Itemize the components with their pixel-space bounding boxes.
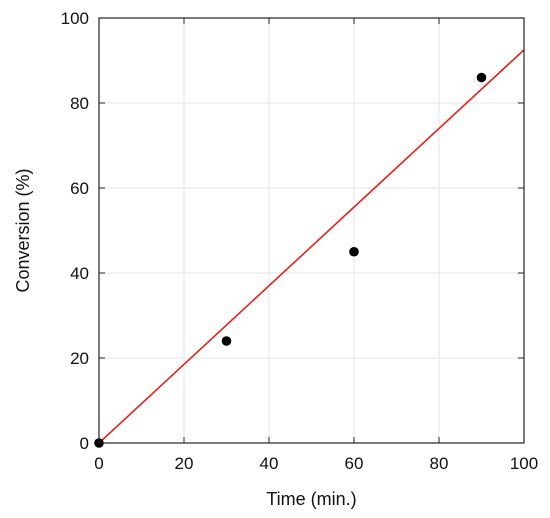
x-tick-label: 100 xyxy=(510,454,538,473)
data-point xyxy=(476,72,487,83)
y-tick-label: 60 xyxy=(70,179,89,198)
x-tick-label: 20 xyxy=(175,454,194,473)
fit-line xyxy=(98,49,525,444)
y-tick-label: 20 xyxy=(70,349,89,368)
plot-frame xyxy=(98,17,525,444)
x-tick-label: 80 xyxy=(430,454,449,473)
x-tick-label: 40 xyxy=(260,454,279,473)
axis-ticks: 0 20 40 60 80 100 0 20 40 60 80 100 xyxy=(61,9,539,473)
y-tick-label: 40 xyxy=(70,264,89,283)
y-tick-label: 100 xyxy=(61,9,89,28)
x-tick-label: 0 xyxy=(94,454,103,473)
grid-lines xyxy=(99,18,524,443)
x-axis-label: Time (min.) xyxy=(266,489,356,509)
data-point xyxy=(349,246,359,257)
y-tick-label: 80 xyxy=(70,94,89,113)
data-point xyxy=(221,336,232,346)
x-tick-label: 60 xyxy=(345,454,364,473)
plot-series xyxy=(94,49,525,448)
y-tick-label: 0 xyxy=(80,434,89,453)
y-axis-label: Conversion (%) xyxy=(13,168,33,292)
